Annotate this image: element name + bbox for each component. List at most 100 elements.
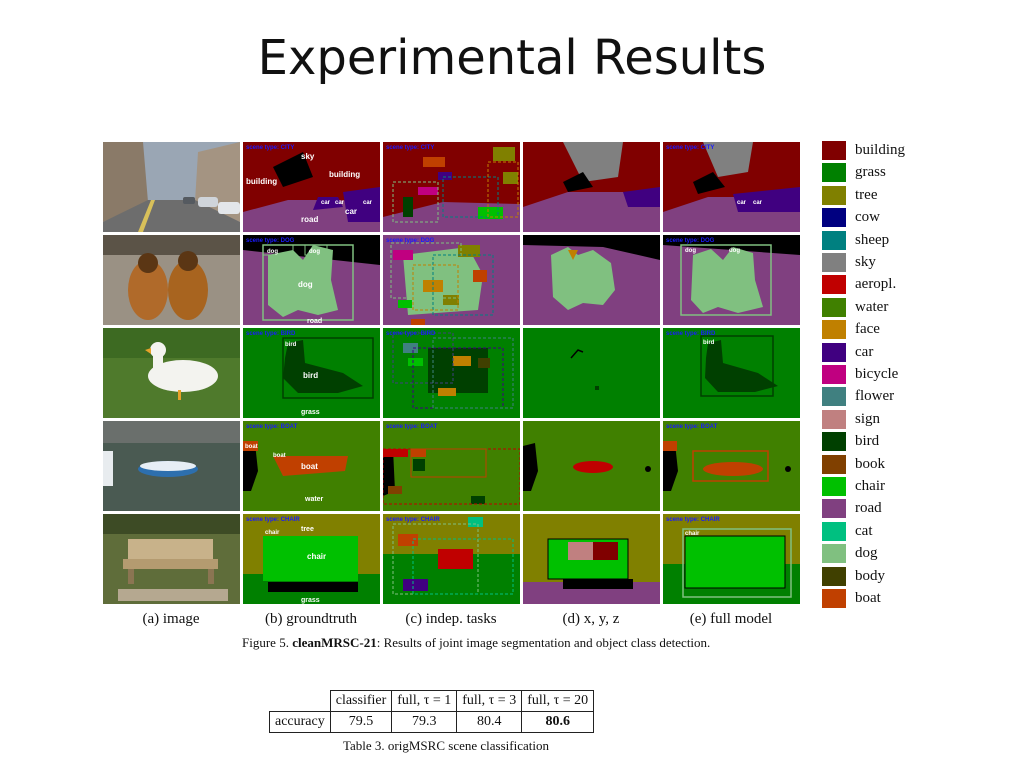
legend-label: boat [855,590,881,606]
svg-text:scene type: BOAT: scene type: BOAT [666,424,718,430]
legend-swatch [822,454,846,474]
legend-swatch [822,521,846,541]
svg-text:building: building [329,170,360,179]
figure-caption: Figure 5. cleanMRSC-21: Results of joint… [242,635,711,650]
legend-label: tree [855,186,878,203]
svg-text:scene type: CITY: scene type: CITY [666,145,714,151]
legend-item: chair [822,476,1002,496]
city-groundtruth: scene type: CITY sky building building r… [243,142,380,232]
legend-label: sheep [855,231,890,248]
legend-item: sheep [822,230,1002,250]
svg-text:grass: grass [301,409,320,416]
svg-text:scene type: BIRD: scene type: BIRD [666,331,716,337]
svg-text:boat: boat [301,462,318,471]
row-label: accuracy [269,711,331,733]
legend-label: aeropl. [855,276,897,293]
caption-xyz: (d) x, y, z [562,611,620,627]
legend-item: book [822,454,1002,474]
caption-image: (a) image [142,611,200,627]
legend-swatch [822,387,846,407]
legend-swatch [822,477,846,496]
svg-text:dog: dog [267,249,278,255]
table-cell-best: 80.6 [521,711,595,733]
legend-swatch [822,253,846,272]
legend-item: sign [822,409,1002,429]
legend-item: water [822,297,1002,317]
svg-text:chair: chair [265,530,280,536]
boat-photo [103,421,240,511]
svg-text:scene type: DOG: scene type: DOG [666,238,715,244]
legend-label: cow [855,209,880,226]
legend-swatch [822,320,846,340]
svg-text:bird: bird [285,342,297,348]
legend-swatch [822,230,846,250]
boat-groundtruth: scene type: BOAT boat boat boat water [243,421,380,511]
table-header-cell: full, τ = 1 [391,690,458,712]
legend-swatch [822,208,846,228]
bird-full-model: scene type: BIRD bird [663,328,800,418]
table-cell: 80.4 [456,711,523,733]
caption-full-model: (e) full model [689,611,773,627]
city-photo [103,142,240,232]
legend-swatch [822,185,846,205]
chair-indep-tasks: scene type: CHAIR [383,514,520,604]
dog-photo [103,235,240,325]
svg-text:dog: dog [729,248,740,254]
table-caption: Table 3. origMSRC scene classification [343,738,549,753]
svg-text:chair: chair [307,552,326,561]
svg-text:road: road [301,215,318,224]
svg-text:scene type: BIRD: scene type: BIRD [386,331,436,337]
table-header-cell [269,690,331,712]
legend-swatch [822,499,846,519]
legend-item: sky [822,252,1002,272]
svg-text:bird: bird [703,340,715,346]
svg-text:car: car [737,200,747,206]
legend-label: bicycle [855,366,899,382]
svg-text:car: car [753,200,763,206]
svg-text:scene type: CHAIR: scene type: CHAIR [386,517,440,523]
svg-text:chair: chair [685,531,700,537]
svg-text:dog: dog [298,280,313,289]
legend-label: chair [855,478,885,494]
boat-indep-tasks: scene type: BOAT [383,421,520,511]
legend-swatch [822,409,846,429]
legend-item: tree [822,185,1002,205]
svg-text:scene type: CITY: scene type: CITY [386,145,434,151]
svg-text:bird: bird [303,371,318,380]
svg-text:scene type: DOG: scene type: DOG [246,238,295,244]
legend-item: boat [822,588,1002,608]
legend-item: car [822,342,1002,362]
legend-swatch [822,432,846,452]
city-gt-scene-label: scene type: CITY [246,145,294,151]
legend-item: building [822,140,1002,160]
legend-item: body [822,566,1002,586]
table-header-cell: classifier [329,690,393,712]
city-indep-tasks: scene type: CITY [383,142,520,232]
legend-swatch [822,365,846,384]
dog-xyz [523,235,660,325]
svg-text:scene type: CHAIR: scene type: CHAIR [666,517,720,523]
chair-photo [103,514,240,604]
legend-label: flower [855,388,895,405]
legend-swatch [822,141,846,160]
chair-groundtruth: scene type: CHAIR chair tree chair grass [243,514,380,604]
svg-text:boat: boat [245,444,258,450]
chair-xyz [523,514,660,604]
legend-swatch [822,544,846,564]
legend-item: flower [822,386,1002,407]
bird-xyz [523,328,660,418]
legend-item: grass [822,162,1002,183]
table-cell: 79.3 [391,711,458,733]
svg-text:dog: dog [685,248,696,254]
svg-text:boat: boat [273,453,286,459]
legend-swatch [822,566,846,586]
results-figure-grid: scene type: CITY sky building building r… [103,142,803,604]
legend-label: sky [855,254,876,270]
legend-item: face [822,319,1002,340]
svg-text:road: road [307,318,322,325]
legend-item: aeropl. [822,274,1002,295]
results-table: classifier full, τ = 1 full, τ = 3 full,… [269,690,595,733]
table-header-cell: full, τ = 3 [456,690,523,712]
legend-swatch [822,342,846,362]
legend-label: road [855,500,882,517]
